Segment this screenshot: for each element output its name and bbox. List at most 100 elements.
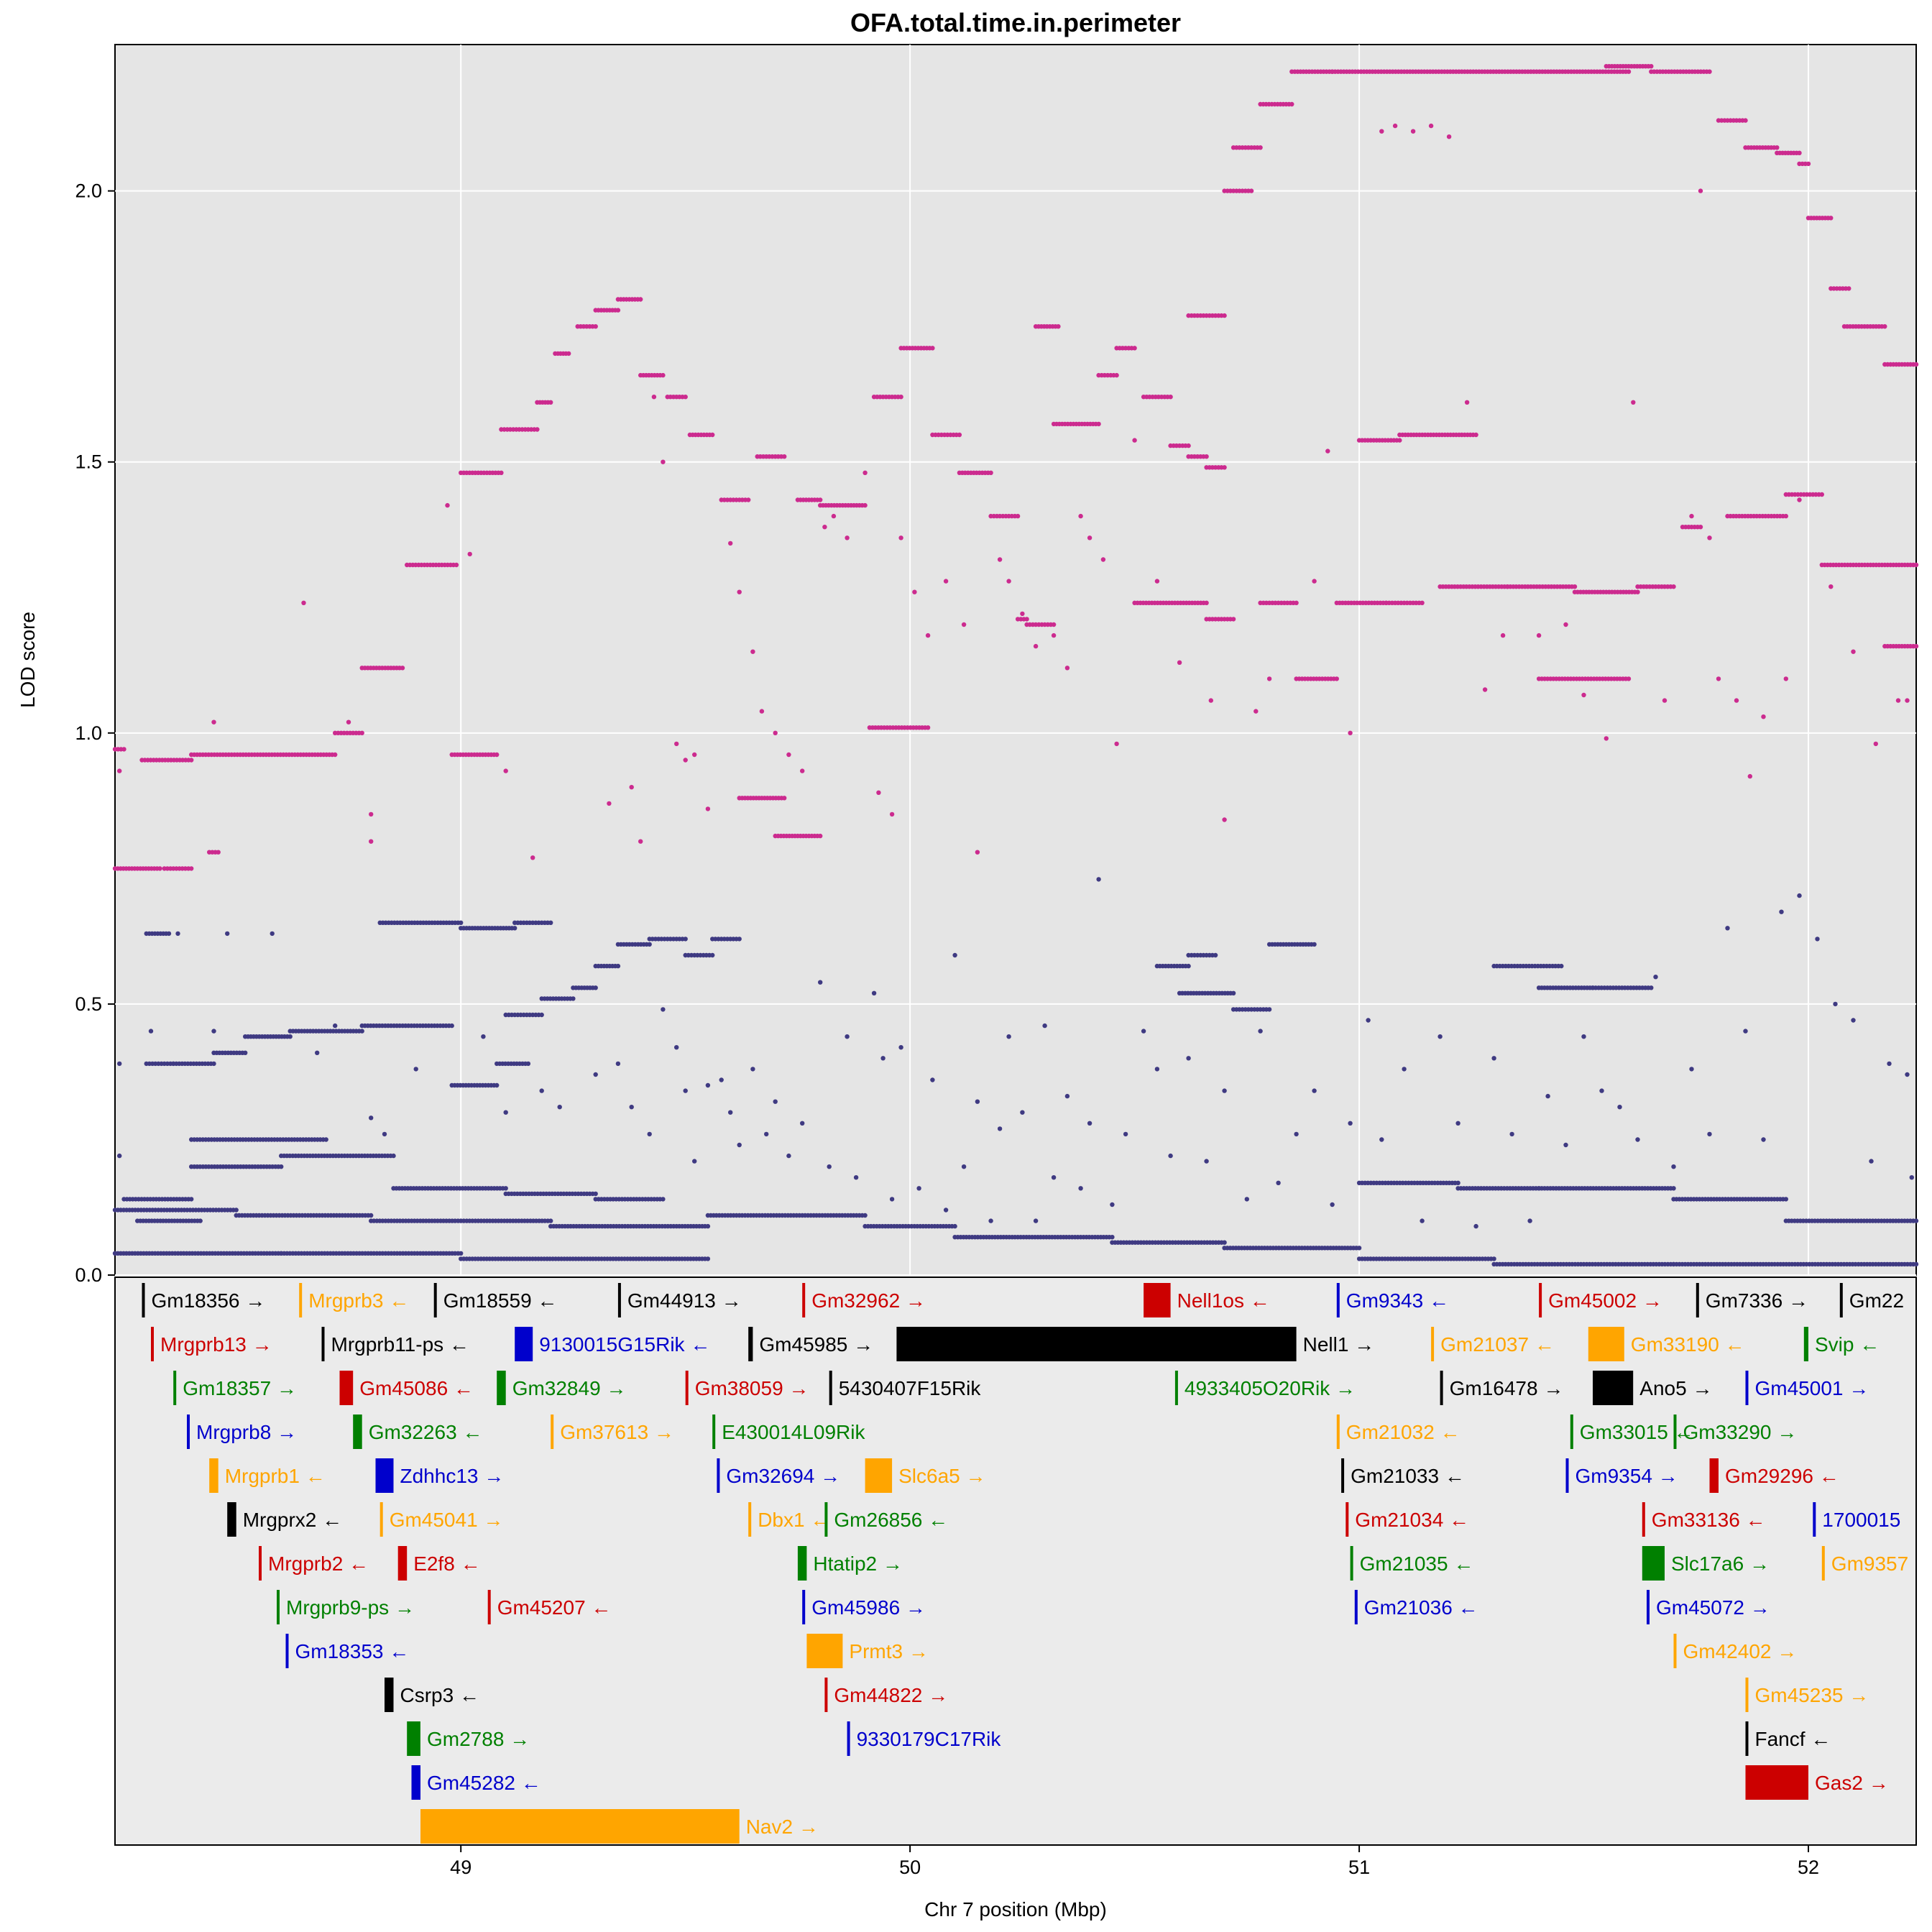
top-snp-point — [1312, 579, 1317, 584]
top-snp-point — [1698, 188, 1703, 193]
top-snp-point — [1100, 557, 1106, 562]
x-axis-label: Chr 7 position (Mbp) — [924, 1898, 1107, 1920]
top-snp-segment — [930, 432, 962, 438]
top-snp-segment — [1186, 313, 1227, 318]
gene-label: Gm32962 → — [811, 1289, 926, 1312]
all-snp-point — [705, 1082, 711, 1088]
top-snp-segment — [665, 395, 688, 400]
gene-feature: Gm38059 → — [685, 1371, 809, 1405]
top-snp-point — [494, 752, 500, 758]
gene-feature: Gm9357 — [1821, 1546, 1908, 1581]
gene-feature: 9330179C17Rik — [847, 1721, 1001, 1756]
all-snp-segment — [211, 1050, 248, 1056]
top-snp-point — [1797, 497, 1802, 502]
gene-body — [712, 1414, 716, 1449]
top-snp-segment — [1186, 454, 1209, 459]
gene-body — [1642, 1502, 1645, 1537]
all-snp-point — [728, 1110, 733, 1115]
all-snp-point — [1913, 1218, 1919, 1223]
gene-label: 1700015 — [1822, 1509, 1900, 1531]
top-snp-point — [1051, 622, 1057, 627]
all-snp-point — [288, 1034, 293, 1039]
all-snp-point — [369, 1116, 374, 1121]
top-snp-point — [1775, 145, 1780, 150]
gene-feature: Gm44822 → — [824, 1678, 948, 1712]
all-snp-point — [997, 1126, 1003, 1131]
gene-feature: Htatip2 → — [797, 1546, 903, 1581]
gene-body — [1350, 1546, 1353, 1581]
top-snp-point — [822, 525, 827, 530]
all-snp-point — [189, 1197, 194, 1202]
gene-feature: Svip ← — [1803, 1327, 1880, 1361]
top-snp-segment — [333, 730, 364, 735]
top-snp-point — [467, 551, 472, 557]
gene-feature: Nav2 → — [420, 1809, 819, 1844]
top-snp-point — [1563, 622, 1568, 627]
gene-label: Gm45001 → — [1755, 1377, 1869, 1399]
gene-body — [1709, 1458, 1719, 1493]
all-snp-point — [1141, 1029, 1146, 1034]
all-snp-point — [1420, 1218, 1425, 1223]
top-snp-point — [1114, 372, 1119, 378]
all-snp-point — [1559, 963, 1564, 969]
gene-body — [847, 1721, 850, 1756]
gene-feature: Gm18353 ← — [285, 1634, 409, 1668]
all-snp-point — [1266, 1007, 1272, 1012]
gene-feature: Gm45041 → — [380, 1502, 503, 1537]
gene-feature: Gm45985 → — [748, 1327, 873, 1361]
all-snp-point — [175, 931, 180, 937]
top-snp-point — [1626, 69, 1632, 74]
all-snp-point — [1649, 985, 1654, 990]
top-snp-segment — [1330, 69, 1632, 74]
gene-feature: Gm45986 → — [802, 1590, 926, 1624]
gene-feature: Nell1os ← — [1144, 1283, 1270, 1317]
gene-label: Htatip2 → — [813, 1552, 903, 1575]
all-snp-point — [818, 980, 823, 985]
all-snp-segment — [593, 1197, 666, 1202]
gene-label: Csrp3 ← — [400, 1684, 479, 1706]
gene-body — [824, 1678, 828, 1712]
gene-label: Mrgprx2 ← — [243, 1509, 342, 1531]
top-snp-point — [1051, 632, 1057, 638]
top-snp-point — [1168, 395, 1173, 400]
top-snp-point — [1473, 432, 1478, 438]
gene-label: Mrgprb3 ← — [308, 1289, 409, 1312]
all-snp-segment — [243, 1034, 293, 1039]
top-snp-point — [818, 833, 823, 839]
top-snp-point — [1464, 400, 1470, 405]
all-snp-segment — [459, 1256, 711, 1261]
top-snp-segment — [207, 850, 221, 855]
all-snp-segment — [459, 926, 518, 931]
all-snp-point — [1851, 1018, 1856, 1023]
gene-body — [551, 1414, 554, 1449]
all-snp-segment — [1186, 952, 1218, 958]
all-snp-segment — [112, 1208, 239, 1213]
top-snp-segment — [1438, 584, 1510, 589]
top-snp-segment — [1141, 395, 1173, 400]
all-snp-point — [571, 996, 576, 1001]
top-snp-point — [1397, 438, 1402, 443]
top-snp-point — [1671, 584, 1676, 589]
lod-panel-background — [114, 44, 1917, 1276]
top-snp-point — [1132, 438, 1137, 443]
top-snp-point — [1913, 643, 1919, 649]
top-snp-segment — [1114, 346, 1137, 351]
top-snp-point — [1698, 525, 1703, 530]
gene-feature: Gm45002 → — [1539, 1283, 1662, 1317]
gene-body — [285, 1634, 289, 1668]
top-snp-segment — [449, 752, 500, 758]
all-snp-point — [148, 1029, 154, 1034]
all-snp-point — [1366, 1018, 1371, 1023]
all-snp-point — [481, 1034, 486, 1039]
all-snp-segment — [189, 1164, 284, 1169]
top-snp-point — [889, 811, 895, 817]
top-snp-segment — [1505, 584, 1578, 589]
top-snp-point — [876, 790, 881, 796]
all-snp-point — [459, 920, 464, 926]
top-snps-layer — [112, 64, 1919, 871]
all-snp-point — [1356, 1246, 1362, 1251]
gene-label: Gm18559 ← — [443, 1289, 558, 1312]
gene-label: Gm9343 ← — [1346, 1289, 1449, 1312]
gene-body — [487, 1590, 491, 1624]
